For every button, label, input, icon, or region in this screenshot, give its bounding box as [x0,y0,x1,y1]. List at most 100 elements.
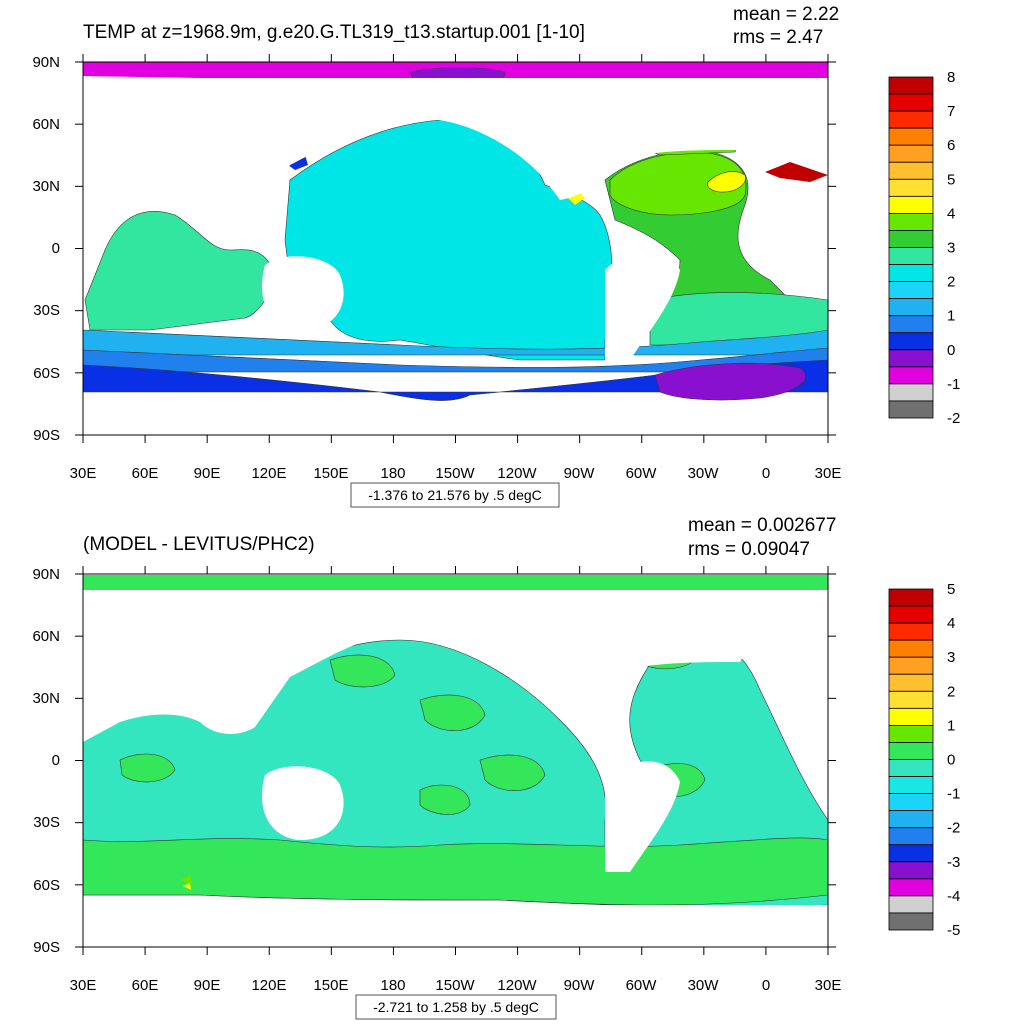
lon-label: 30W [688,977,720,994]
lon-label: 60W [626,465,658,482]
colorbar-swatch [888,383,934,402]
lon-label: 30E [70,465,97,482]
colorbar-swatch [888,742,934,760]
colorbar-label: 1 [947,717,955,734]
panel-title: TEMP at z=1968.9m, g.e20.G.TL319_t13.sta… [83,22,585,43]
lat-axis: 90N 60N 30N 0 30S 60S 90S [32,54,60,444]
colorbar-swatch [888,247,934,265]
ocean-region [707,171,746,193]
ocean-region [765,162,828,182]
colorbar-label: -4 [947,888,960,905]
lat-label: 60N [32,116,60,133]
lat-axis: 90N 60N 30N 0 30S 60S 90S [32,566,60,956]
lon-label: 60W [626,977,658,994]
land-mass [261,256,344,330]
ocean-region [119,753,176,783]
tick-marks [75,566,836,955]
lat-label: 90N [32,566,60,583]
colorbar-swatch [888,912,934,931]
lat-label: 30S [33,302,60,319]
ocean-region [180,875,193,885]
colorbar-label: 3 [947,240,955,257]
colorbar-label: -3 [947,854,960,871]
colorbar-swatch [888,349,934,368]
ocean-region [83,329,828,356]
lon-label: 60E [132,977,159,994]
colorbar-swatch [888,230,934,248]
contour-range-label: -1.376 to 21.576 by .5 degC [368,487,542,503]
land-mass [83,78,828,230]
contour-range-label: -2.721 to 1.258 by .5 degC [373,999,539,1015]
colorbar-label: 5 [947,581,955,598]
lon-label: 150W [435,465,475,482]
ocean-region [183,883,191,890]
colorbar-swatch [888,127,934,146]
lon-label: 120W [497,465,537,482]
lon-label: 180 [380,465,405,482]
lon-label: 120E [251,977,286,994]
lat-label: 0 [52,752,60,769]
colorbar-label: -1 [947,786,960,803]
ocean-region [329,654,396,688]
colorbar-swatch [888,725,934,743]
lon-label: 30W [688,465,720,482]
colorbar-label: -2 [947,820,960,837]
lon-label: 0 [762,465,770,482]
colorbar-label: 5 [947,171,955,188]
colorbar-swatch [888,878,934,897]
colorbar-swatch [888,588,934,607]
lon-label: 150W [435,977,475,994]
colorbar-label: 7 [947,103,955,120]
colorbar-swatch [888,400,934,419]
tick-marks [75,54,836,443]
lon-label: 150E [313,465,348,482]
colorbar-swatch [888,212,934,231]
colorbar-swatch [888,110,934,129]
ocean-region [288,155,308,170]
colorbar-label: 1 [947,308,955,325]
lon-label: 0 [762,977,770,994]
contour-info-box [355,994,557,1020]
colorbar-swatch [888,622,934,641]
colorbar-label: -1 [947,376,960,393]
colorbar-swatch [888,264,934,282]
ocean-region [84,211,276,331]
lat-label: 90S [33,939,60,956]
lon-label: 30E [815,465,842,482]
lon-label: 30E [70,977,97,994]
colorbar-swatch [888,161,934,180]
lat-label: 90N [32,54,60,71]
ocean-region [419,694,486,731]
colorbar-swatch [888,178,934,197]
ocean-region [419,784,471,815]
colorbar-label: 8 [947,69,955,86]
colorbar-swatch [888,639,934,658]
mean-stat: mean = 2.22 [733,4,839,25]
map-field [83,62,828,435]
colorbar-swatch [888,844,934,863]
ocean-region [83,575,828,592]
colorbar-label: 2 [947,683,955,700]
lat-label: 90S [33,427,60,444]
land-mass [261,766,344,840]
lat-label: 60S [33,365,60,382]
ocean-region [83,837,828,906]
colorbar-swatch [888,281,934,300]
ocean-region [83,347,828,373]
lon-axis: 30E 60E 90E 120E 150E 180 150W 120W 90W … [70,465,842,482]
land-mass [605,761,680,872]
colorbar-swatch [888,810,934,829]
colorbar-label: -2 [947,410,960,427]
rms-stat: rms = 2.47 [733,27,823,48]
colorbar-swatch [888,861,934,880]
colorbar-label: 0 [947,752,955,769]
colorbar: 8 7 6 5 4 3 2 1 0 -1 -2 [888,69,960,427]
lon-label: 30E [815,977,842,994]
colorbar-swatch [888,195,934,214]
colorbar-swatch [888,366,934,385]
lon-label: 90W [564,977,596,994]
colorbar-swatch [888,332,934,351]
colorbar-label: 0 [947,342,955,359]
lat-label: 60N [32,628,60,645]
